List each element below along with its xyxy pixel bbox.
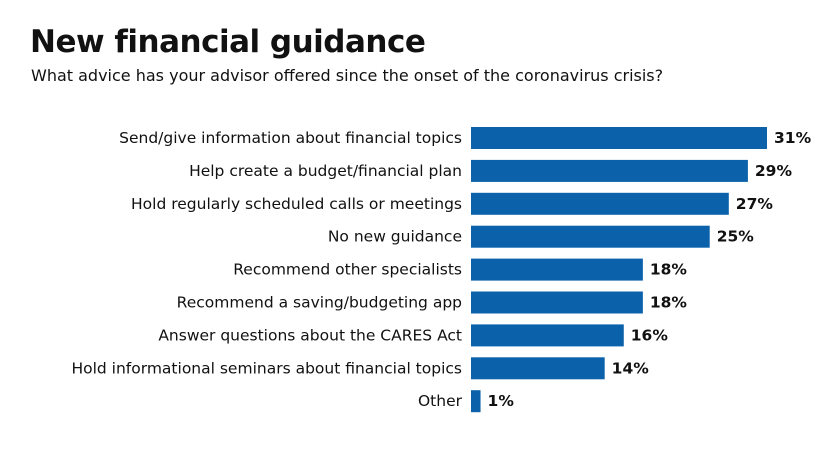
bar-7 xyxy=(471,324,624,347)
chart-title: New financial guidance xyxy=(30,24,426,60)
category-label-2: Help create a budget/financial plan xyxy=(189,162,462,180)
value-label-2: 29% xyxy=(755,162,793,180)
category-label-5: Recommend other specialists xyxy=(233,261,462,279)
category-label-6: Recommend a saving/budgeting app xyxy=(177,294,462,312)
chart-subtitle: What advice has your advisor offered sin… xyxy=(31,66,664,85)
bar-1 xyxy=(471,127,767,149)
category-label-1: Send/give information about financial to… xyxy=(119,129,462,147)
value-label-8: 14% xyxy=(612,359,650,377)
value-label-5: 18% xyxy=(650,261,688,279)
bar-4 xyxy=(471,225,710,248)
value-label-1: 31% xyxy=(774,129,812,147)
bar-8 xyxy=(471,357,605,380)
bar-2 xyxy=(471,159,748,182)
value-label-9: 1% xyxy=(488,392,515,410)
bar-3 xyxy=(471,192,729,215)
category-label-4: No new guidance xyxy=(328,228,462,246)
value-label-7: 16% xyxy=(631,326,669,344)
value-label-4: 25% xyxy=(717,228,755,246)
category-label-8: Hold informational seminars about financ… xyxy=(71,359,462,377)
bar-6 xyxy=(471,291,643,314)
bar-9 xyxy=(471,390,481,413)
value-label-3: 27% xyxy=(736,195,774,213)
value-label-6: 18% xyxy=(650,294,688,312)
category-label-3: Hold regularly scheduled calls or meetin… xyxy=(131,195,462,213)
bar-5 xyxy=(471,258,643,281)
category-label-9: Other xyxy=(418,392,463,410)
category-label-7: Answer questions about the CARES Act xyxy=(158,326,462,344)
